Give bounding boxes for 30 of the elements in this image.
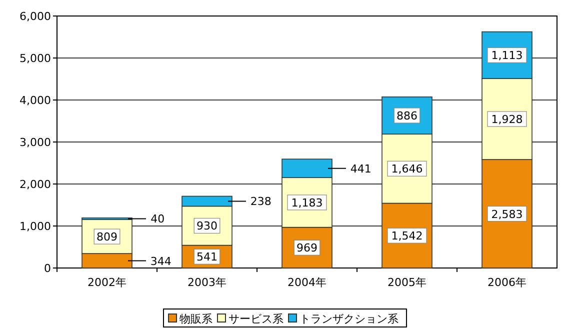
- data-label: 344: [150, 254, 172, 268]
- x-tick-label: 2003年: [188, 276, 226, 289]
- data-label: 2,583: [491, 208, 523, 221]
- legend-label: サービス系: [228, 312, 284, 326]
- y-tick-label: 4,000: [20, 94, 51, 107]
- data-label: 1,646: [391, 162, 423, 176]
- y-tick-label: 2,000: [20, 178, 51, 191]
- legend-label: 物販系: [180, 312, 212, 326]
- y-tick-label: 3,000: [20, 136, 51, 149]
- data-label: 541: [196, 250, 218, 264]
- data-label: 1,113: [491, 49, 523, 62]
- data-label: 809: [96, 230, 118, 244]
- x-tick-label: 2004年: [288, 276, 326, 289]
- data-label: 969: [296, 242, 318, 255]
- data-label: 1,542: [391, 230, 423, 243]
- data-label: 1,928: [491, 113, 523, 126]
- data-label: 1,183: [291, 196, 323, 210]
- y-tick-label: 0: [44, 262, 51, 275]
- data-label: 40: [150, 212, 165, 226]
- legend-label: トランザクション系: [300, 312, 398, 326]
- y-tick-label: 1,000: [20, 220, 51, 233]
- x-tick-label: 2005年: [388, 276, 426, 289]
- y-tick-label: 5,000: [20, 52, 51, 65]
- x-tick-label: 2002年: [88, 276, 126, 289]
- data-label: 441: [350, 162, 372, 176]
- data-label: 886: [396, 110, 418, 122]
- data-label: 930: [196, 220, 218, 233]
- data-label: 238: [250, 195, 272, 208]
- y-tick-label: 6,000: [20, 10, 51, 23]
- x-tick-label: 2006年: [488, 276, 526, 289]
